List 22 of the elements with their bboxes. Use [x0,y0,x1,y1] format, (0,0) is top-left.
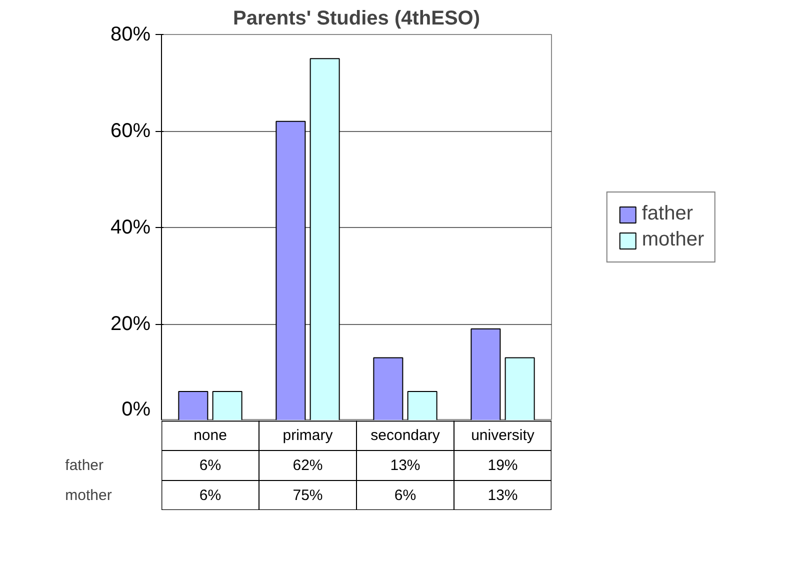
data-label: 13% [390,457,420,474]
x-tick-label: secondary [370,427,440,444]
x-tick-label: none [194,427,227,444]
y-tick-label: 20% [110,313,151,335]
data-label: 19% [488,457,518,474]
y-tick-label: 80% [110,24,151,46]
data-label: 6% [199,487,222,504]
legend-label: mother [642,228,704,252]
data-label: 6% [394,487,416,504]
data-label: 13% [488,487,518,504]
data-label: 62% [292,457,323,474]
x-tick-label: primary [282,427,334,444]
text: father [65,456,104,474]
text: mother [65,486,112,504]
chart-title: Parents' Studies (4thESO) [232,8,480,30]
data-label: 75% [292,487,323,504]
y-tick-label: 40% [110,216,151,238]
x-tick-label: university [471,427,535,444]
y-tick-label: 60% [110,120,151,142]
data-label: 6% [199,457,222,474]
legend-label: father [642,202,694,226]
y-tick-label: 0% [122,398,151,420]
